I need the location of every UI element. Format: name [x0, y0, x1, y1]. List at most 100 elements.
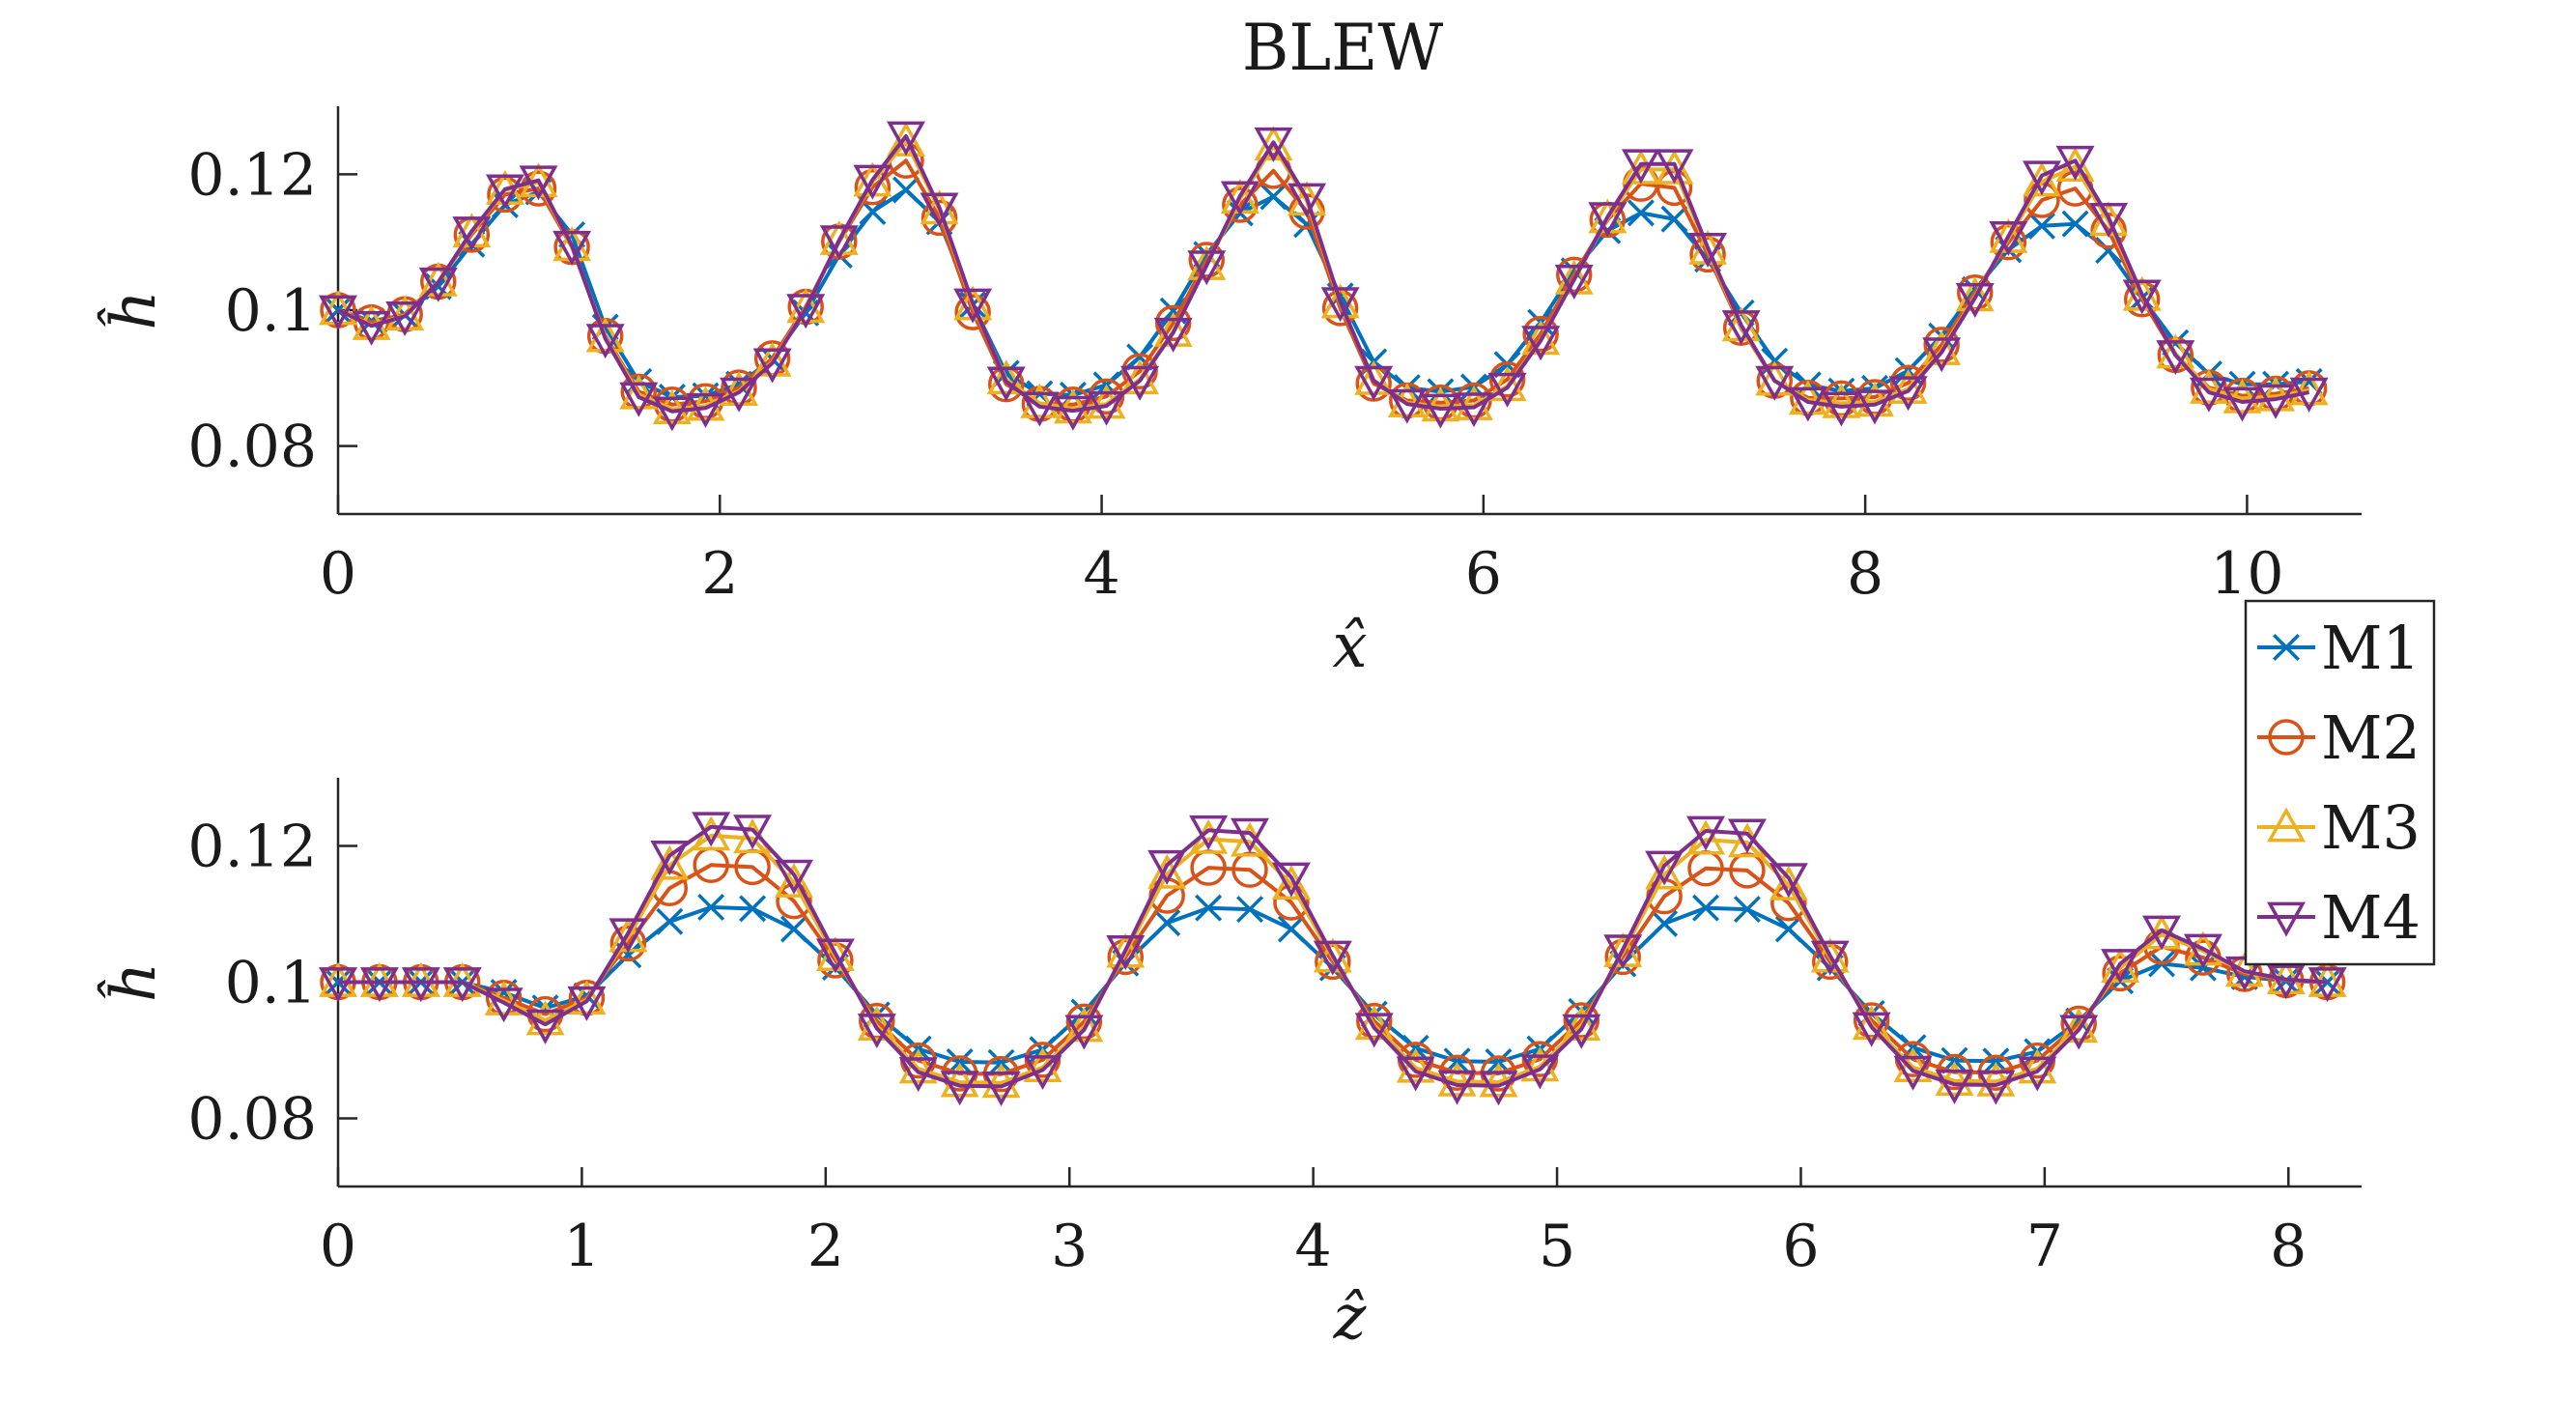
data-point-M4: [1922, 337, 1962, 373]
data-point-M4: [2122, 279, 2162, 315]
data-point-M4: [1437, 1070, 1477, 1105]
data-point-M3: [720, 371, 759, 407]
data-point-M3: [1147, 853, 1187, 889]
x-tick-label: 6: [1465, 540, 1502, 608]
data-point-M2: [1889, 364, 1927, 402]
data-point-M4: [2256, 384, 2296, 419]
x-tick-label: 1: [563, 1213, 600, 1280]
data-point-M4: [2183, 933, 2222, 969]
data-point-M3: [619, 374, 659, 410]
data-point-M3: [1521, 320, 1561, 356]
data-point-M3: [898, 1048, 938, 1084]
data-point-M4: [2089, 202, 2129, 238]
data-point-M4: [359, 967, 399, 1003]
y-tick-label: 0.12: [187, 814, 317, 881]
data-point-M1: [1660, 205, 1688, 233]
data-point-M3: [1822, 383, 1861, 418]
y-axis-label: ĥ: [98, 962, 170, 1002]
data-point-M3: [1487, 366, 1527, 402]
legend-label: M1: [2321, 613, 2420, 683]
data-point-M4: [1271, 862, 1311, 898]
data-point-M4: [650, 841, 690, 875]
data-point-M4: [986, 366, 1026, 402]
data-point-M4: [2055, 145, 2095, 181]
x-tick-label: 0: [320, 1213, 356, 1280]
figure-title: BLEW: [1242, 11, 1444, 85]
data-point-M1: [739, 895, 767, 923]
data-point-M1: [1774, 915, 1802, 943]
bottom-panel: 0 1 2 3 4 5 6 7 8 0.08 0.1 0.12 ẑ ĥ: [98, 778, 2362, 1354]
data-point-M4: [2189, 377, 2228, 413]
data-point-M3: [567, 980, 607, 1015]
y-tick-label: 0.1: [225, 950, 317, 1017]
data-point-M3: [1922, 329, 1962, 365]
data-point-M2: [854, 168, 892, 206]
data-point-M4: [1935, 1069, 1974, 1104]
data-point-M4: [720, 377, 759, 413]
data-point-M4: [1603, 934, 1643, 970]
data-point-M3: [752, 341, 792, 377]
x-tick-label: 3: [1051, 1213, 1088, 1280]
series-M4: [319, 121, 2329, 432]
data-point-M3: [1645, 854, 1684, 890]
x-axis-label: ẑ: [1333, 1282, 1368, 1354]
data-point-M1: [656, 907, 684, 935]
data-point-M3: [1562, 1006, 1601, 1041]
data-point-M4: [1189, 815, 1229, 850]
data-point-M4: [452, 216, 492, 252]
data-point-M4: [1520, 1054, 1560, 1090]
data-point-M1: [1277, 915, 1305, 943]
data-point-M4: [2059, 1015, 2099, 1050]
data-point-M4: [1588, 202, 1628, 238]
y-tick-label: 0.08: [187, 414, 317, 481]
data-point-M4: [1989, 220, 2028, 256]
data-point-M3: [940, 1062, 979, 1098]
data-point-M2: [2102, 955, 2138, 992]
data-point-M3: [775, 862, 813, 898]
data-point-M3: [1935, 1061, 1974, 1097]
x-tick-label: 6: [1782, 1213, 1819, 1280]
data-point-M4: [619, 382, 659, 417]
data-point-M4: [352, 310, 391, 346]
data-point-M2: [920, 199, 958, 237]
legend-label: M4: [2321, 882, 2420, 953]
data-point-M4: [853, 164, 892, 200]
data-point-M4: [385, 300, 425, 336]
data-point-M3: [585, 317, 625, 353]
data-point-M4: [1396, 1056, 1435, 1092]
legend-label: M2: [2321, 702, 2420, 773]
x-tick-label: 8: [2270, 1213, 2307, 1280]
series-line-M4: [337, 133, 2309, 414]
data-point-M4: [2266, 964, 2306, 1000]
data-point-M2: [1811, 943, 1849, 981]
top-panel: 0 2 4 6 8 10 0.08 0.1 0.12 x̂ ĥ: [98, 106, 2362, 682]
data-point-M2: [1315, 943, 1351, 981]
data-point-M4: [1521, 326, 1561, 361]
data-point-M4: [1755, 365, 1795, 401]
data-point-M4: [319, 967, 357, 1003]
data-point-M2: [1488, 360, 1526, 398]
y-tick-label: 0.08: [187, 1086, 317, 1154]
data-point-M1: [1236, 896, 1263, 924]
data-point-M4: [1655, 149, 1694, 185]
series-M3: [319, 121, 2329, 425]
data-point-M4: [1064, 1015, 1104, 1050]
data-point-M3: [857, 1006, 896, 1041]
data-point-M2: [1222, 186, 1259, 223]
x-tick-label: 5: [1539, 1213, 1575, 1280]
data-point-M4: [752, 348, 792, 384]
series-line-M4: [338, 824, 2328, 1089]
data-point-M4: [1645, 850, 1684, 886]
data-point-M1: [2061, 210, 2089, 238]
data-point-M2: [1563, 1002, 1600, 1039]
data-point-M4: [981, 1072, 1021, 1106]
data-point-M4: [1855, 389, 1894, 425]
data-point-M3: [1354, 359, 1394, 395]
x-tick-label: 8: [1847, 540, 1883, 608]
y-tick-label: 0.12: [187, 141, 317, 209]
series-line-M1: [337, 187, 2309, 399]
data-point-M3: [1064, 1007, 1104, 1043]
data-point-M4: [319, 295, 357, 330]
legend-label: M3: [2321, 792, 2420, 863]
data-point-M4: [652, 396, 692, 432]
